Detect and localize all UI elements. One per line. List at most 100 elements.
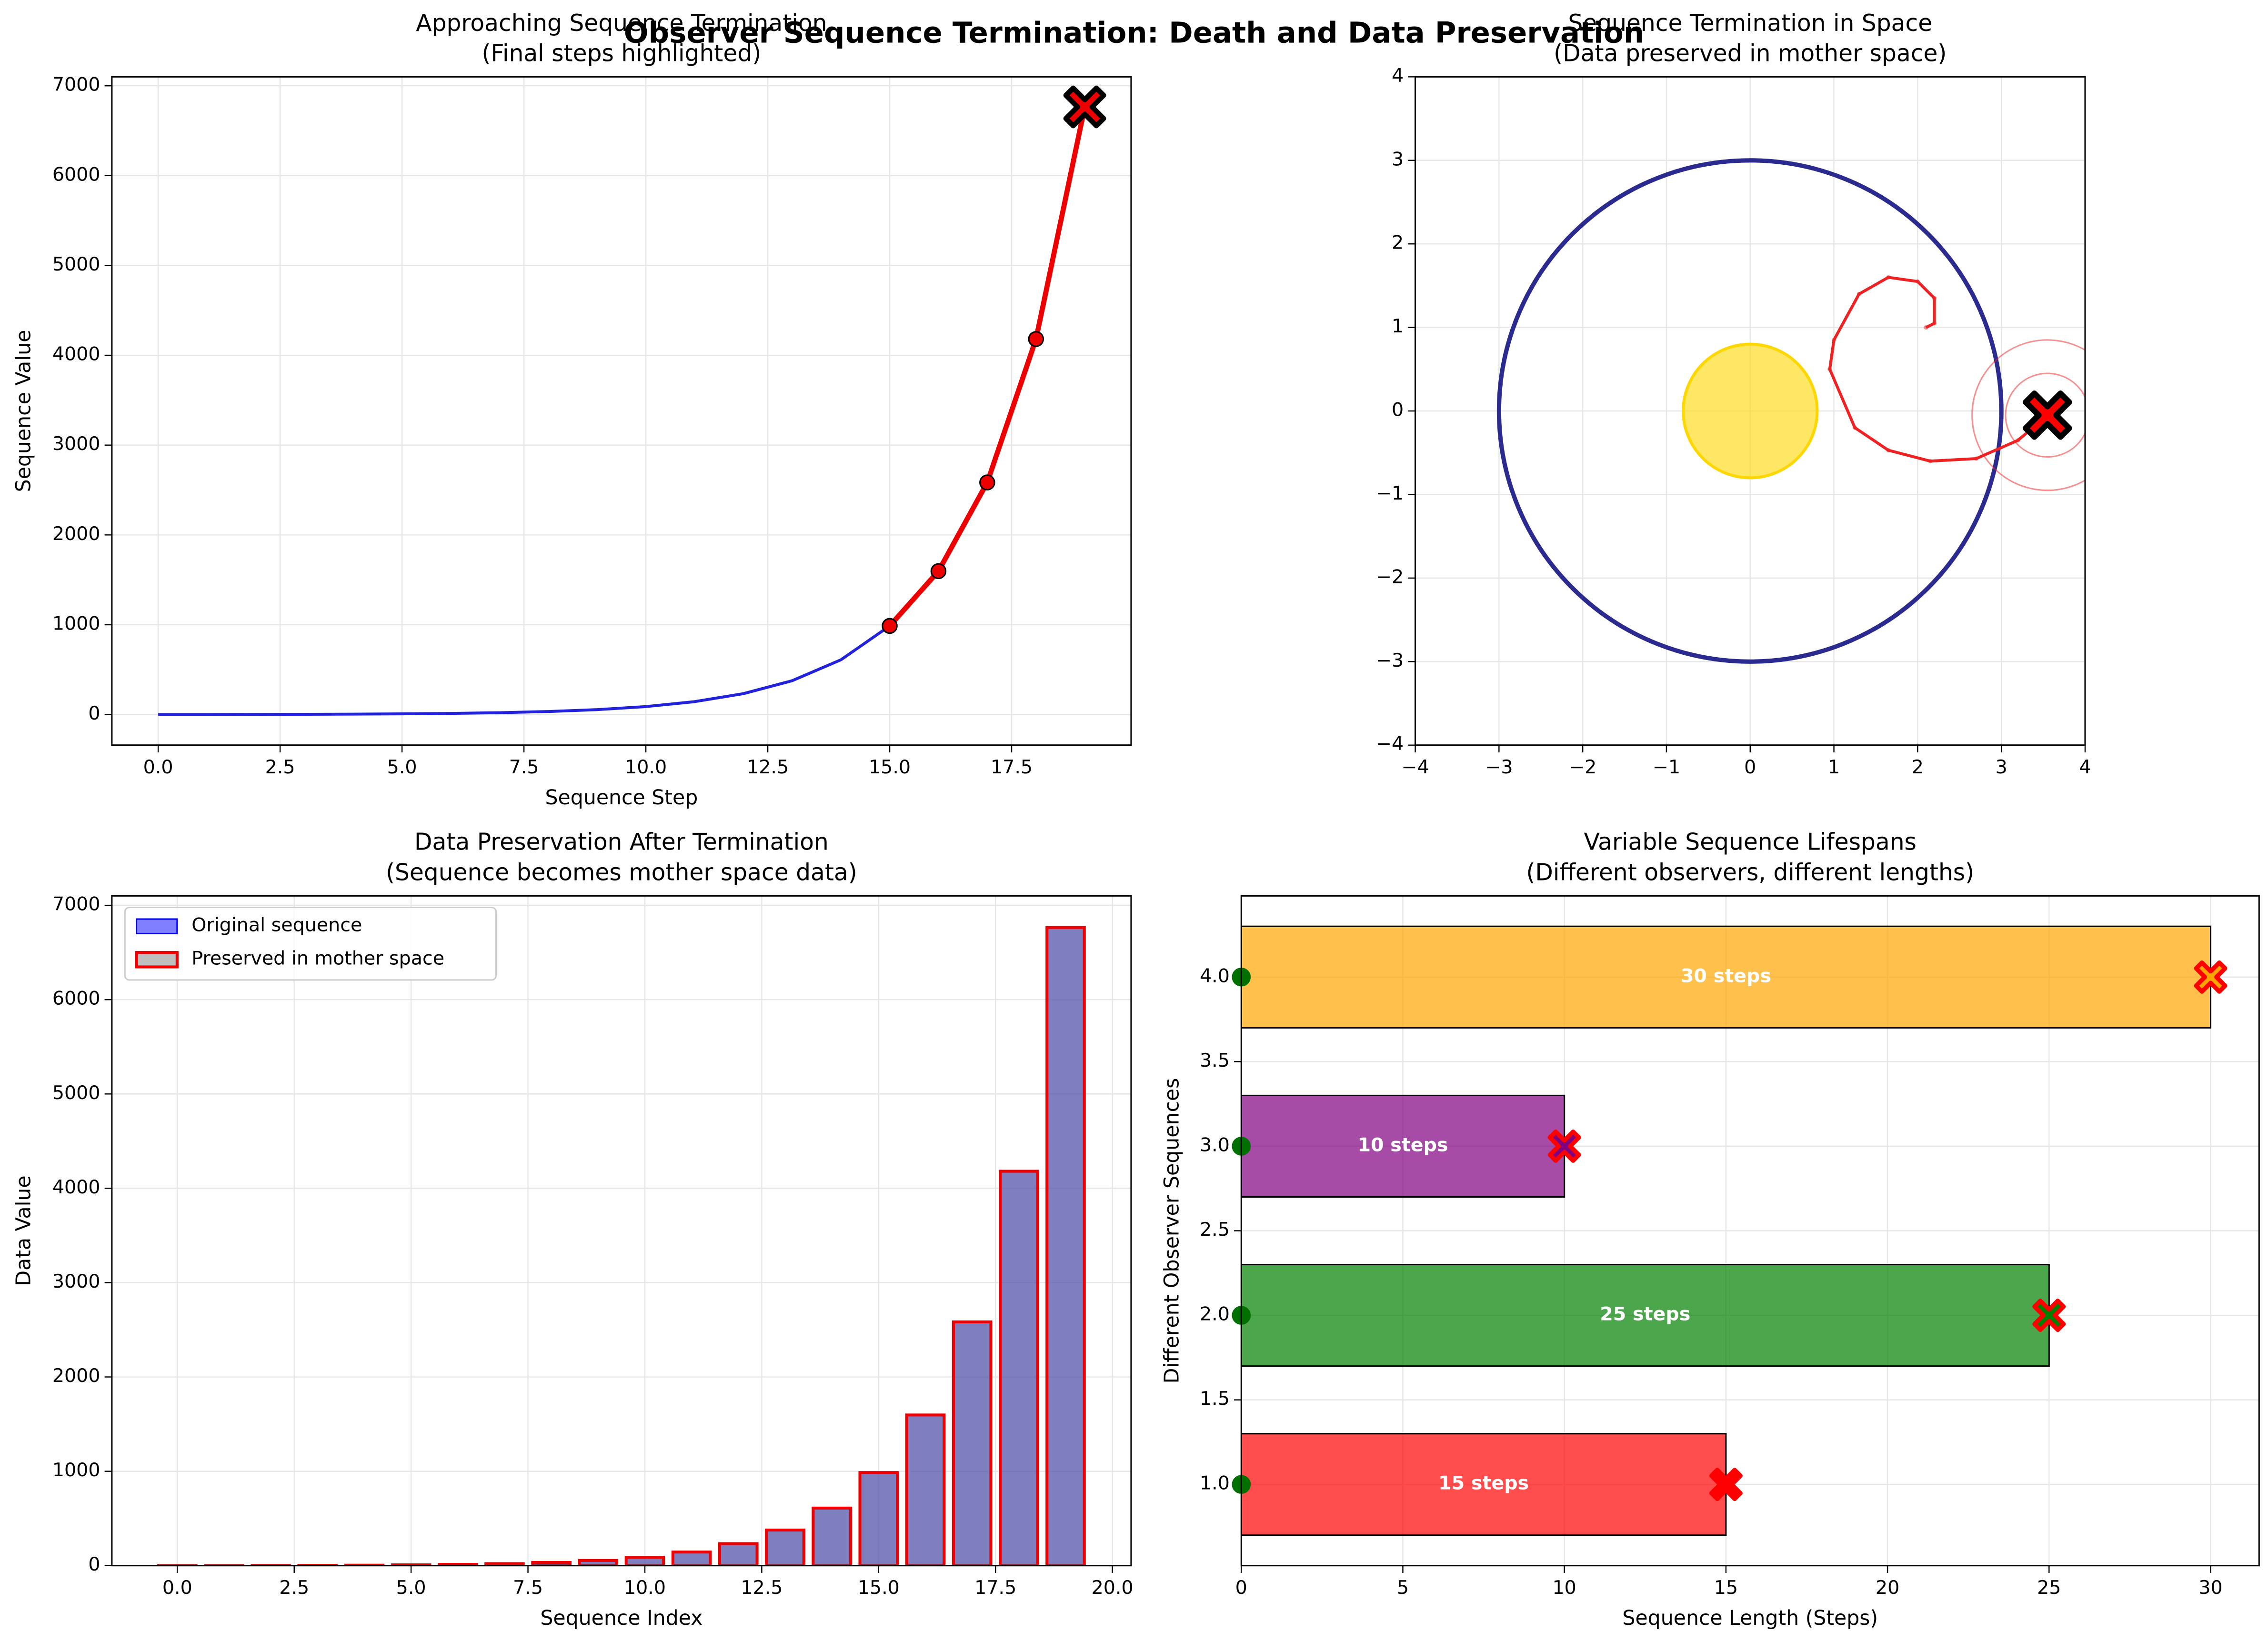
bar [484, 1562, 525, 1566]
legend-swatch [136, 918, 178, 934]
trajectory-point [1827, 367, 1832, 371]
chart-title: Sequence Termination in Space [1568, 10, 1932, 37]
x-tick-label: 17.5 [991, 756, 1033, 778]
chart-title: Variable Sequence Lifespans [1584, 829, 1917, 856]
x-tick-label: 15.0 [858, 1577, 900, 1599]
bar [671, 1551, 712, 1566]
legend-label: Preserved in mother space [191, 948, 444, 970]
x-tick-label: 25 [2037, 1577, 2061, 1599]
sequence-line [158, 624, 891, 716]
x-tick-label: 0 [1744, 756, 1756, 778]
y-tick-label: 2 [1392, 232, 1404, 254]
axes-frame [1240, 895, 2260, 1567]
end-marker [1547, 1129, 1581, 1163]
point [1028, 331, 1044, 347]
y-tick-label: 2.0 [1200, 1303, 1230, 1325]
bar [905, 1413, 946, 1566]
chart-subtitle: (Final steps highlighted) [482, 40, 762, 67]
y-tick-label: 7000 [52, 74, 100, 96]
y-tick-label: 0 [88, 1553, 100, 1575]
bar [1241, 1264, 2050, 1367]
x-tick-label: 5.0 [387, 756, 417, 778]
panel: −4 −3 −2 −1 0 1 2 3 4 −4 −3 −2 −1 0 1 2 3 4 Sequence Termi… [1376, 10, 2091, 778]
sun [1682, 342, 1819, 480]
value-label: 15 steps [1438, 1472, 1529, 1494]
axes-frame [1415, 76, 2086, 746]
y-tick-label: 2.5 [1200, 1219, 1230, 1241]
x-tick-label: 12.5 [741, 1577, 783, 1599]
y-tick-label: −2 [1376, 566, 1404, 588]
legend-box [124, 907, 497, 981]
y-tick-label: 3.0 [1200, 1134, 1230, 1156]
y-tick-label: 1.0 [1200, 1472, 1230, 1494]
chart-title: Approaching Sequence Termination [416, 10, 827, 37]
y-tick-label: 7000 [52, 893, 100, 915]
trajectory-point [1886, 275, 1891, 280]
x-tick-label: 0 [1235, 1577, 1247, 1599]
bar [578, 1559, 619, 1566]
y-tick-label: 2000 [52, 1365, 100, 1387]
y-tick-label: 0 [88, 702, 100, 724]
chart-subtitle: (Data preserved in mother space) [1554, 40, 1947, 67]
x-tick-label: 0.0 [143, 756, 173, 778]
trajectory [1828, 276, 2048, 463]
bar [858, 1471, 899, 1566]
x-tick-label: 5 [1397, 1577, 1409, 1599]
x-tick-label: 0.0 [162, 1577, 192, 1599]
panel: 0.0 2.5 5.0 7.5 10.0 12.5 15.0 17.5 0 1000 2000 300… [12, 10, 1132, 810]
bar [624, 1556, 665, 1566]
chart-title: Data Preservation After Termination [414, 829, 829, 856]
bar [952, 1320, 993, 1566]
axes-frame [111, 895, 1132, 1567]
y-tick-label: 5000 [52, 253, 100, 275]
panel: 0.0 2.5 5.0 7.5 10.0 12.5 15.0 17.5 20.0 0 1000 200… [12, 829, 1134, 1630]
y-tick-label: 6000 [52, 163, 100, 185]
point [930, 563, 947, 580]
termination-marker [1063, 85, 1106, 129]
axes-frame [111, 76, 1132, 746]
value-label: 25 steps [1600, 1303, 1690, 1325]
x-tick-label: 1 [1828, 756, 1840, 778]
bar [765, 1528, 805, 1566]
ring [1971, 339, 2085, 491]
y-tick-label: −1 [1376, 482, 1404, 504]
trajectory-point [1928, 459, 1933, 463]
y-axis-label: Different Observer Sequences [1160, 1078, 1184, 1384]
trajectory-point [1857, 291, 1861, 296]
y-tick-label: 4000 [52, 1176, 100, 1198]
end-marker [2032, 1299, 2066, 1332]
y-tick-label: 4 [1392, 65, 1404, 87]
x-axis-label: Sequence Length (Steps) [1622, 1606, 1878, 1630]
y-tick-label: 3000 [52, 1271, 100, 1292]
x-tick-label: 12.5 [747, 756, 789, 778]
legend-swatch [135, 951, 179, 969]
value-label: 30 steps [1681, 965, 1771, 987]
y-tick-label: 1.5 [1200, 1388, 1230, 1410]
y-tick-label: 4000 [52, 343, 100, 365]
x-tick-label: 20 [1876, 1577, 1899, 1599]
point [979, 474, 995, 490]
x-tick-label: 2.5 [265, 756, 295, 778]
y-tick-label: 1 [1392, 315, 1404, 337]
x-tick-label: 5.0 [396, 1577, 426, 1599]
plot-area [111, 896, 1131, 1566]
end-marker [1709, 1468, 1743, 1501]
y-tick-label: 1000 [52, 612, 100, 634]
y-tick-label: 3.5 [1200, 1050, 1230, 1071]
x-tick-label: 10.0 [624, 1577, 666, 1599]
y-axis-label: Sequence Value [12, 330, 36, 492]
trajectory-point [1924, 325, 1928, 330]
bar [1241, 1433, 1727, 1536]
trajectory-point [1932, 321, 1937, 326]
y-tick-label: 4.0 [1200, 965, 1230, 987]
x-axis-label: Sequence Index [540, 1606, 702, 1630]
x-tick-label: 2 [1912, 756, 1924, 778]
bar [1241, 925, 2212, 1029]
chart-subtitle: (Sequence becomes mother space data) [386, 860, 857, 886]
value-label: 10 steps [1357, 1134, 1448, 1156]
suptitle: Observer Sequence Termination: Death and… [624, 16, 1644, 50]
trajectory-point [1974, 456, 1979, 461]
y-tick-label: −3 [1376, 650, 1404, 671]
